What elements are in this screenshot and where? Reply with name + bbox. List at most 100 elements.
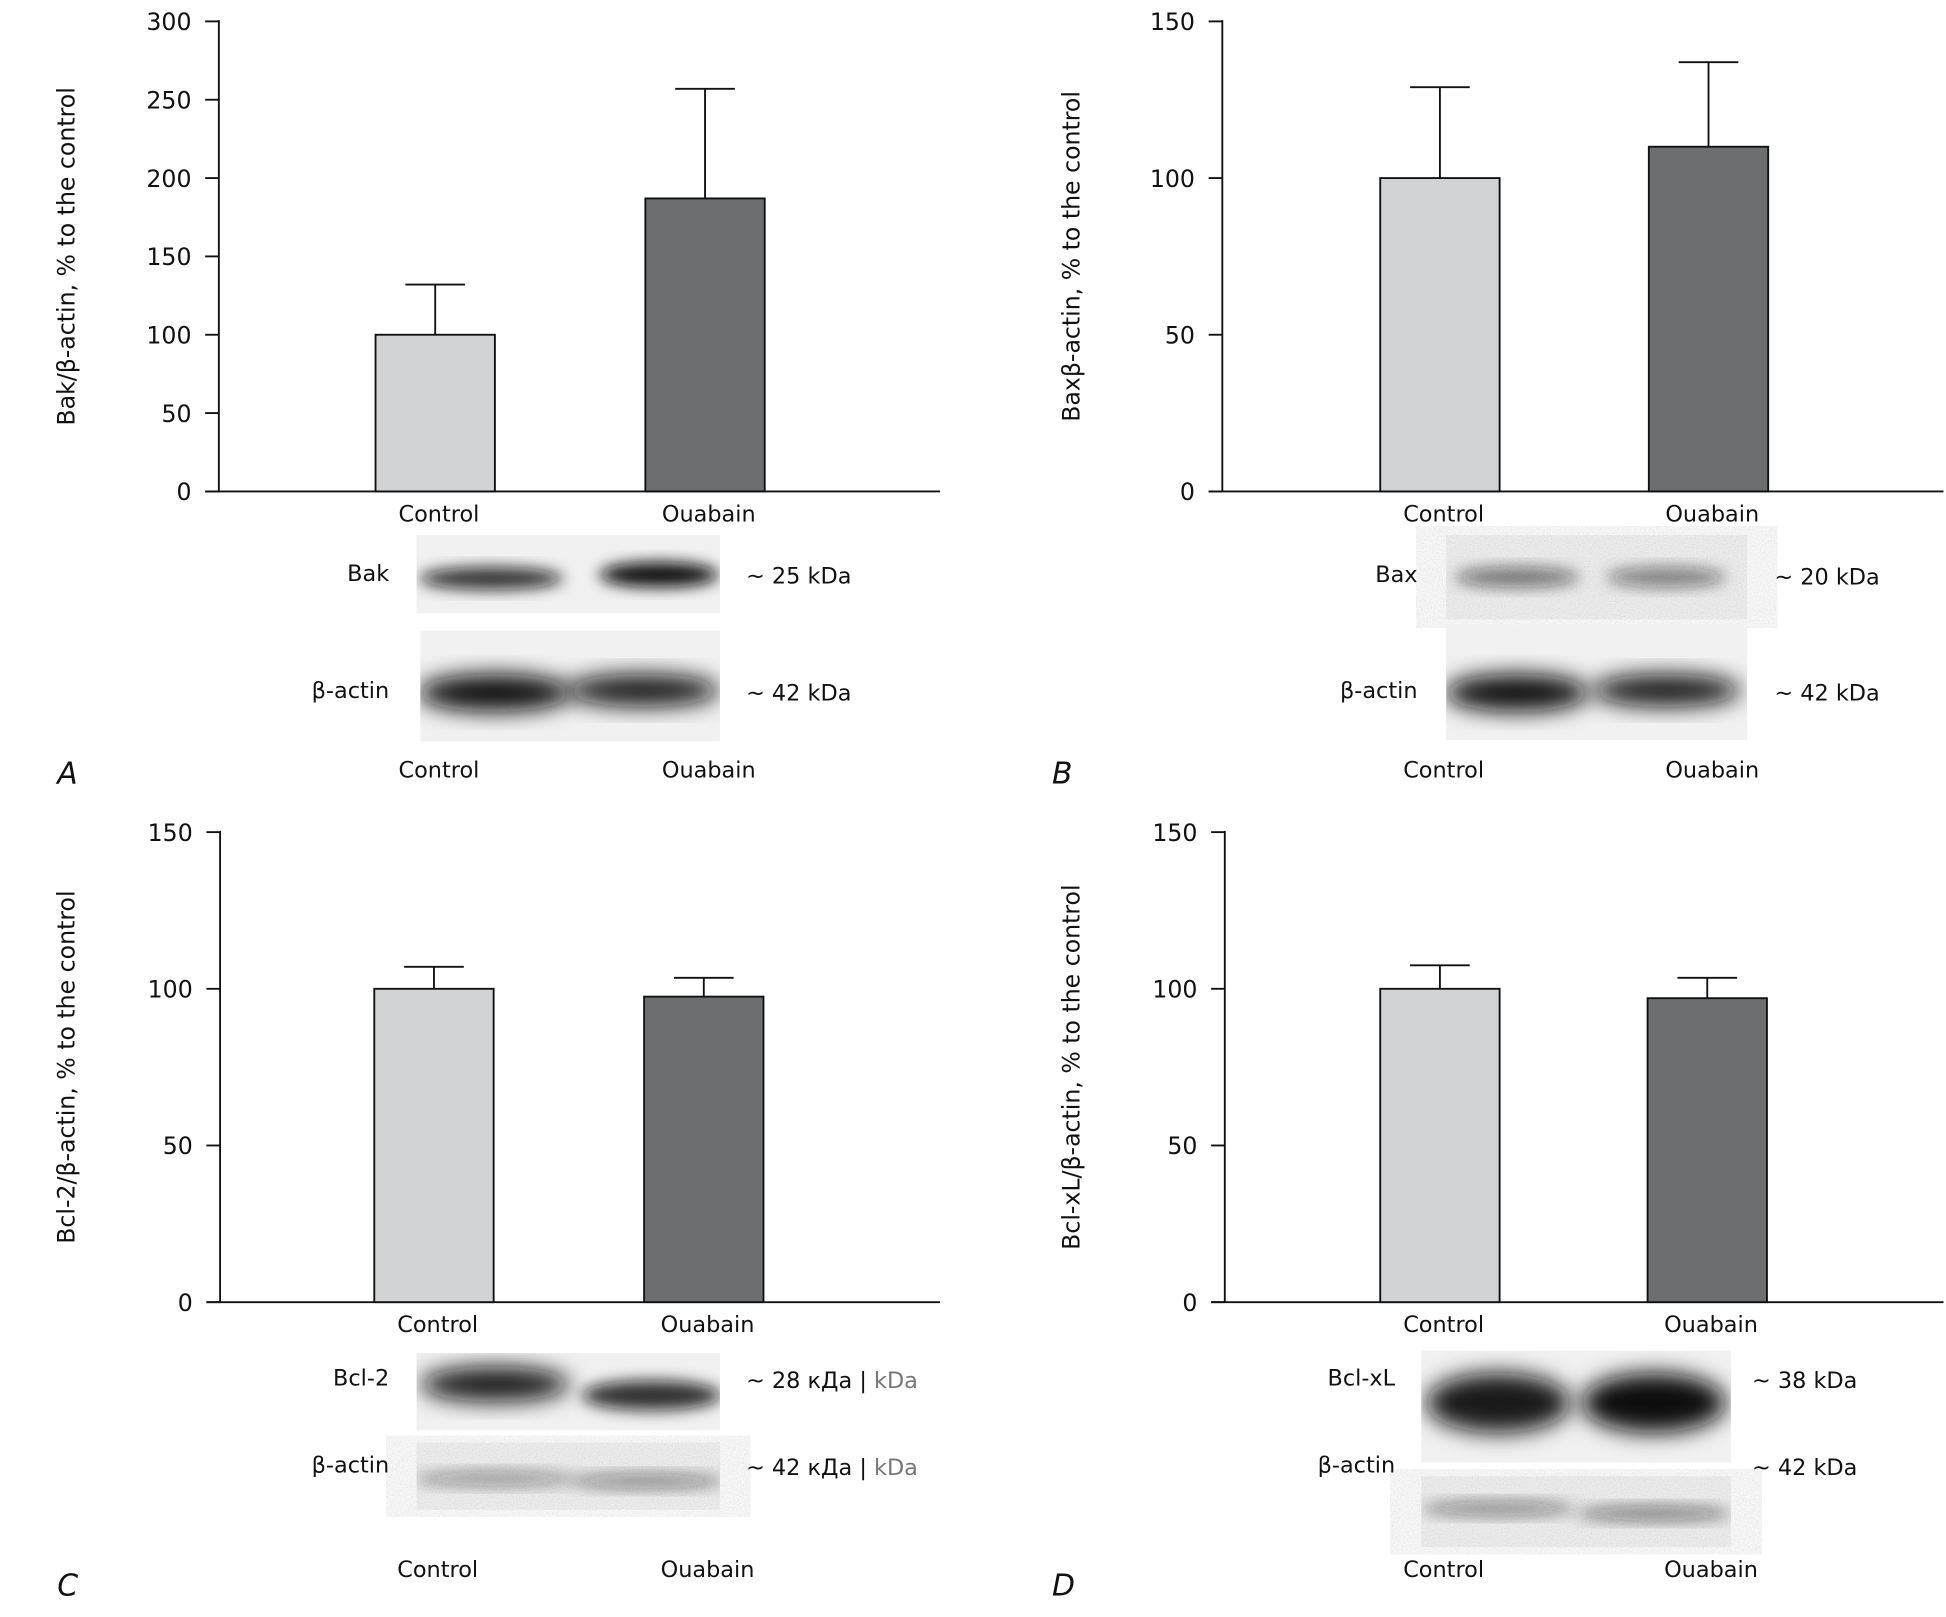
y-axis-label: Baxβ-actin, % to the control (1057, 91, 1085, 422)
blot-lane-label: Ouabain (661, 1557, 755, 1583)
x-category-label: Control (397, 1312, 478, 1338)
blot-row-label: β-actin (1318, 1453, 1396, 1479)
y-tick-label: 150 (1152, 819, 1197, 847)
y-tick-label: 100 (1152, 976, 1197, 1004)
blot-band (599, 562, 719, 588)
x-category-label: Control (398, 501, 479, 527)
y-tick-label: 300 (146, 8, 191, 36)
y-tick-label: 250 (146, 86, 191, 114)
blot-band (1426, 1373, 1571, 1433)
blot-band (565, 674, 720, 707)
molecular-weight-label: ~ 42 кДа | kDa (746, 1455, 918, 1481)
blot-lane-label: Control (398, 757, 479, 783)
panel-letter: D (1052, 1569, 1075, 1604)
blot-band (1421, 1501, 1576, 1517)
y-axis-label: Bak/β-actin, % to the control (53, 87, 81, 425)
y-tick-label: 50 (163, 1132, 193, 1160)
blot-lane-label: Control (397, 1557, 478, 1583)
western-blot--actin (1421, 1476, 1731, 1548)
panel-letter: B (1052, 757, 1072, 792)
bar-ouabain (1647, 145, 1770, 493)
y-axis-label: Bcl-2/β-actin, % to the control (53, 890, 81, 1243)
x-category-label: Ouabain (1664, 1312, 1758, 1338)
bar-control (374, 333, 496, 493)
blot-band (420, 674, 572, 712)
bar-control (1379, 177, 1501, 493)
blot-band (1591, 674, 1741, 707)
kda-value: ~ 28 кДа | (746, 1368, 867, 1394)
x-category-label: Control (1403, 501, 1484, 527)
kda-value: ~ 42 kDa (746, 680, 851, 706)
bar-control (1379, 987, 1501, 1304)
y-tick-label: 50 (161, 400, 191, 428)
molecular-weight-label: ~ 20 kDa (1774, 565, 1879, 591)
kda-value: ~ 38 kDa (1752, 1368, 1857, 1394)
blot-row-label: β-actin (312, 1453, 390, 1479)
blot-band (1606, 567, 1726, 588)
panel-b: 0 50 100 150 Baxβ-actin, % to the control Con… (1052, 8, 1944, 792)
y-tick-label: 150 (148, 819, 193, 847)
bar-ouabain (1646, 997, 1768, 1304)
x-category-label: Ouabain (1665, 501, 1759, 527)
western-blot-bcl-2 (416, 1353, 720, 1431)
x-category-label: Ouabain (662, 501, 756, 527)
blot-row-label: Bak (347, 561, 389, 587)
blot-band (416, 1471, 576, 1487)
kda-value: ~ 42 кДа | (746, 1455, 867, 1481)
blot-band (1446, 674, 1590, 712)
y-tick-label: 0 (1180, 478, 1195, 506)
y-tick-label: 50 (1167, 1132, 1197, 1160)
blot-band (569, 1473, 720, 1489)
molecular-weight-label: ~ 38 kDa (1752, 1368, 1857, 1394)
western-blot-bcl-xl (1421, 1350, 1731, 1463)
y-tick-label: 0 (1182, 1289, 1197, 1317)
blot-row-label: Bcl-2 (333, 1365, 389, 1391)
kda-value: ~ 42 kDa (1752, 1455, 1857, 1481)
western-blot--actin (1446, 624, 1748, 741)
bar-ouabain (644, 197, 766, 493)
bar-ouabain (643, 995, 765, 1304)
blot-lane-label: Control (1403, 757, 1484, 783)
western-blot--actin (416, 1442, 720, 1510)
panel-c: 0 50 100 150 Bcl-2/β-actin, % to the control… (53, 819, 941, 1604)
x-category-label: Control (1403, 1312, 1484, 1338)
blot-lane-label: Ouabain (1664, 1557, 1758, 1583)
blot-row-label: β-actin (1340, 678, 1418, 704)
bar-control (373, 987, 495, 1304)
blot-band (1581, 1373, 1726, 1433)
molecular-weight-label: ~ 42 kDa (1774, 680, 1879, 706)
y-tick-label: 100 (148, 976, 193, 1004)
blot-band (1576, 1506, 1731, 1521)
blot-band (419, 567, 564, 590)
y-tick-label: 200 (146, 165, 191, 193)
blot-band (1454, 567, 1580, 588)
molecular-weight-label: ~ 28 кДа | kDa (746, 1368, 918, 1394)
y-tick-label: 50 (1165, 321, 1195, 349)
kda-value: ~ 25 kDa (746, 563, 851, 589)
panel-a: 0 50 100 150 200 250 300 Bak/β-actin, % to the … (53, 8, 941, 792)
blot-lane-label: Ouabain (662, 757, 756, 783)
y-axis-label: Bcl-xL/β-actin, % to the control (1057, 884, 1085, 1249)
y-tick-label: 0 (176, 478, 191, 506)
molecular-weight-label: ~ 42 kDa (746, 680, 851, 706)
kda-alt: kDa (867, 1455, 918, 1481)
panel-letter: A (55, 757, 77, 792)
western-blot-bax (1446, 534, 1748, 620)
blot-row-label: Bcl-xL (1327, 1365, 1395, 1391)
y-tick-label: 150 (1150, 8, 1195, 36)
molecular-weight-label: ~ 42 kDa (1752, 1455, 1857, 1481)
y-tick-label: 100 (1150, 165, 1195, 193)
panel-d: 0 50 100 150 Bcl-xL/β-actin, % to the contro… (1052, 819, 1944, 1604)
blot-lane-label: Control (1403, 1557, 1484, 1583)
western-blot--actin (420, 630, 720, 742)
x-category-label: Ouabain (661, 1312, 755, 1338)
panel-letter: C (57, 1569, 78, 1604)
kda-value: ~ 20 kDa (1774, 565, 1879, 591)
blot-band (581, 1380, 720, 1411)
blot-row-label: Bax (1375, 562, 1417, 588)
blot-band (420, 1366, 570, 1402)
blot-lane-label: Ouabain (1665, 757, 1759, 783)
western-blot-bak (416, 534, 720, 614)
molecular-weight-label: ~ 25 kDa (746, 563, 851, 589)
